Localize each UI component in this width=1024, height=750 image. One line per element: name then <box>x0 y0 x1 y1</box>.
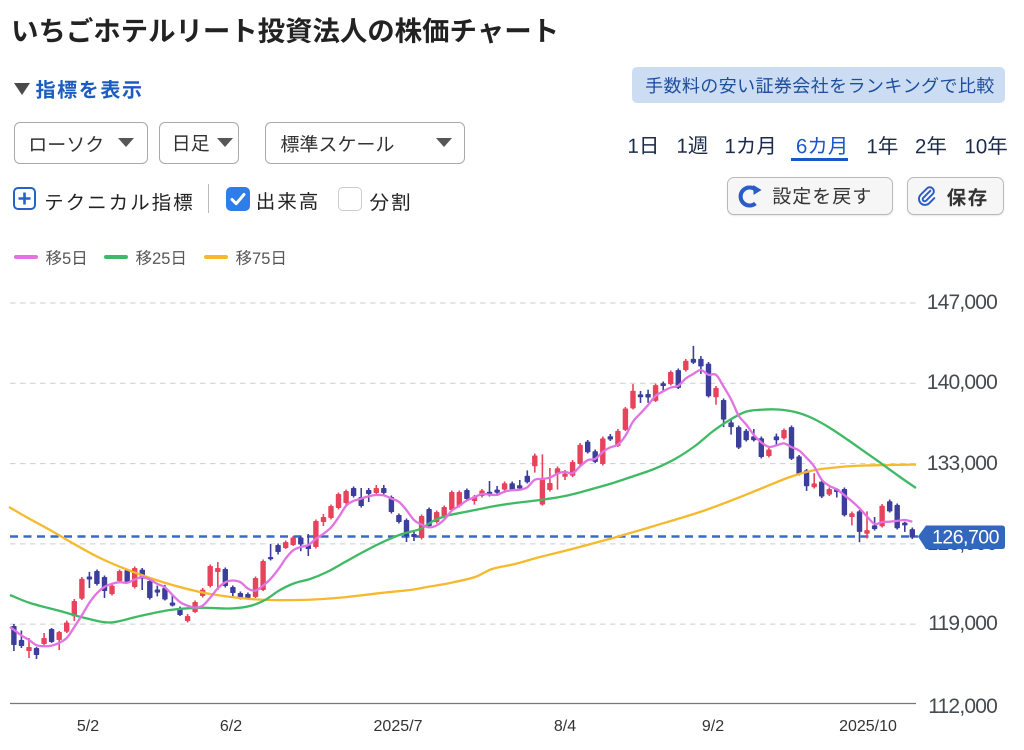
svg-text:126,700: 126,700 <box>932 527 1000 549</box>
